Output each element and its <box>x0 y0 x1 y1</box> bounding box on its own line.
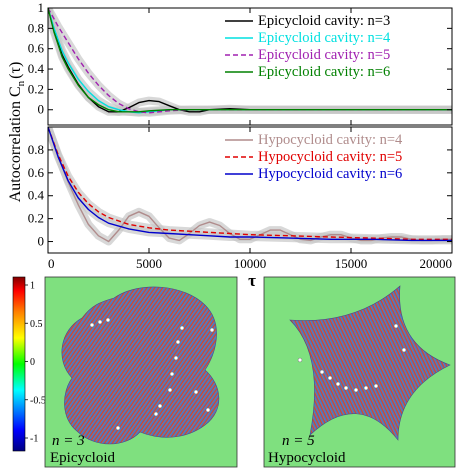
bottom-legend-label-1: Hypocycloid cavity: n=5 <box>258 149 402 165</box>
top-series-line-3 <box>48 8 452 113</box>
top-ytick-label-0: 0 <box>38 102 45 117</box>
colorbar-tick-label-1: 0.5 <box>30 319 43 330</box>
top-legend-label-1: Epicycloid cavity: n=4 <box>258 30 391 46</box>
bottom-ytick-label-0: 0 <box>38 234 45 249</box>
epicycloid-trajectory-markers <box>89 317 215 431</box>
x-axis-label: τ <box>248 271 256 290</box>
colorbar-ticks: 1 0.5 0 -0.5 -1 <box>25 281 46 445</box>
bottom-ytick-label-4: 0.8 <box>28 142 44 157</box>
epicycloid-cavity-shape <box>61 286 220 445</box>
top-ytick-label-3: 0.6 <box>28 41 45 56</box>
top-band-layer <box>48 8 452 117</box>
bottom-series-line-2 <box>48 127 452 242</box>
bottom-legend-label-0: Hypocycloid cavity: n=4 <box>258 132 403 148</box>
colorbar-tick-label-0: 1 <box>30 281 35 292</box>
top-legend-label-0: Epicycloid cavity: n=3 <box>258 13 390 29</box>
hypocycloid-panel: n = 5 Hypocycloid <box>263 276 456 468</box>
y-axis-label: Autocorrelation Cn(τ) <box>7 62 27 203</box>
hypocycloid-name-label: Hypocycloid <box>268 450 346 466</box>
xtick-label-4: 20000 <box>420 256 453 271</box>
bottom-ytick-label-2: 0.4 <box>28 188 45 203</box>
colorbar-tick-label-2: 0 <box>30 357 35 368</box>
top-panel: 00.20.40.60.81 Epicycloid cavity: n=3Epi… <box>28 0 453 126</box>
xtick-label-0: 0 <box>48 256 55 271</box>
hypocycloid-trajectory-markers <box>297 323 407 393</box>
hypocycloid-n-label: n = 5 <box>282 433 315 449</box>
top-ticks: 0 0.2 0.4 0.6 0.8 1 <box>28 0 453 125</box>
top-ytick-label-1: 0.2 <box>28 81 44 96</box>
top-ytick-label-5: 1 <box>38 0 45 15</box>
y-axis-label-main: Autocorrelation C <box>7 86 24 202</box>
colorbar-tick-label-4: -1 <box>30 434 38 445</box>
epicycloid-n-label: n = 3 <box>52 433 85 449</box>
bottom-ticks: 0 0.2 0.4 0.6 0.8 0 5000 10000 15000 20000 <box>28 127 453 271</box>
top-ytick-label-2: 0.4 <box>28 61 45 76</box>
colorbar-gradient <box>12 276 26 452</box>
epicycloid-name-label: Epicycloid <box>50 450 115 466</box>
bottom-ytick-label-3: 0.6 <box>28 165 45 180</box>
top-legend-label-3: Epicycloid cavity: n=6 <box>258 64 390 80</box>
top-ytick-label-4: 0.8 <box>28 20 44 35</box>
colorbar: 1 0.5 0 -0.5 -1 <box>12 276 46 452</box>
top-series-layer <box>48 8 452 114</box>
hypocycloid-cavity-shape <box>289 285 451 441</box>
epicycloid-panel: n = 3 Epicycloid <box>44 276 238 468</box>
y-axis-label-sub: n <box>15 80 27 86</box>
bottom-series-layer <box>48 127 452 243</box>
bottom-ytick-label-1: 0.2 <box>28 211 44 226</box>
y-axis-label-arg: (τ) <box>7 62 24 79</box>
colorbar-tick-label-3: -0.5 <box>30 395 46 406</box>
bottom-legend-label-2: Hypocycloid cavity: n=6 <box>258 166 402 182</box>
bottom-series-line-0 <box>48 127 452 243</box>
xtick-label-2: 10000 <box>234 256 267 271</box>
top-band-2 <box>48 8 452 117</box>
xtick-label-1: 5000 <box>136 256 162 271</box>
top-legend-label-2: Epicycloid cavity: n=5 <box>258 47 390 63</box>
bottom-series-line-1 <box>48 127 452 241</box>
bottom-panel: 0 0.2 0.4 0.6 0.8 0 5000 10000 15000 20000 Hypocy… <box>28 126 453 271</box>
xtick-label-3: 15000 <box>335 256 368 271</box>
